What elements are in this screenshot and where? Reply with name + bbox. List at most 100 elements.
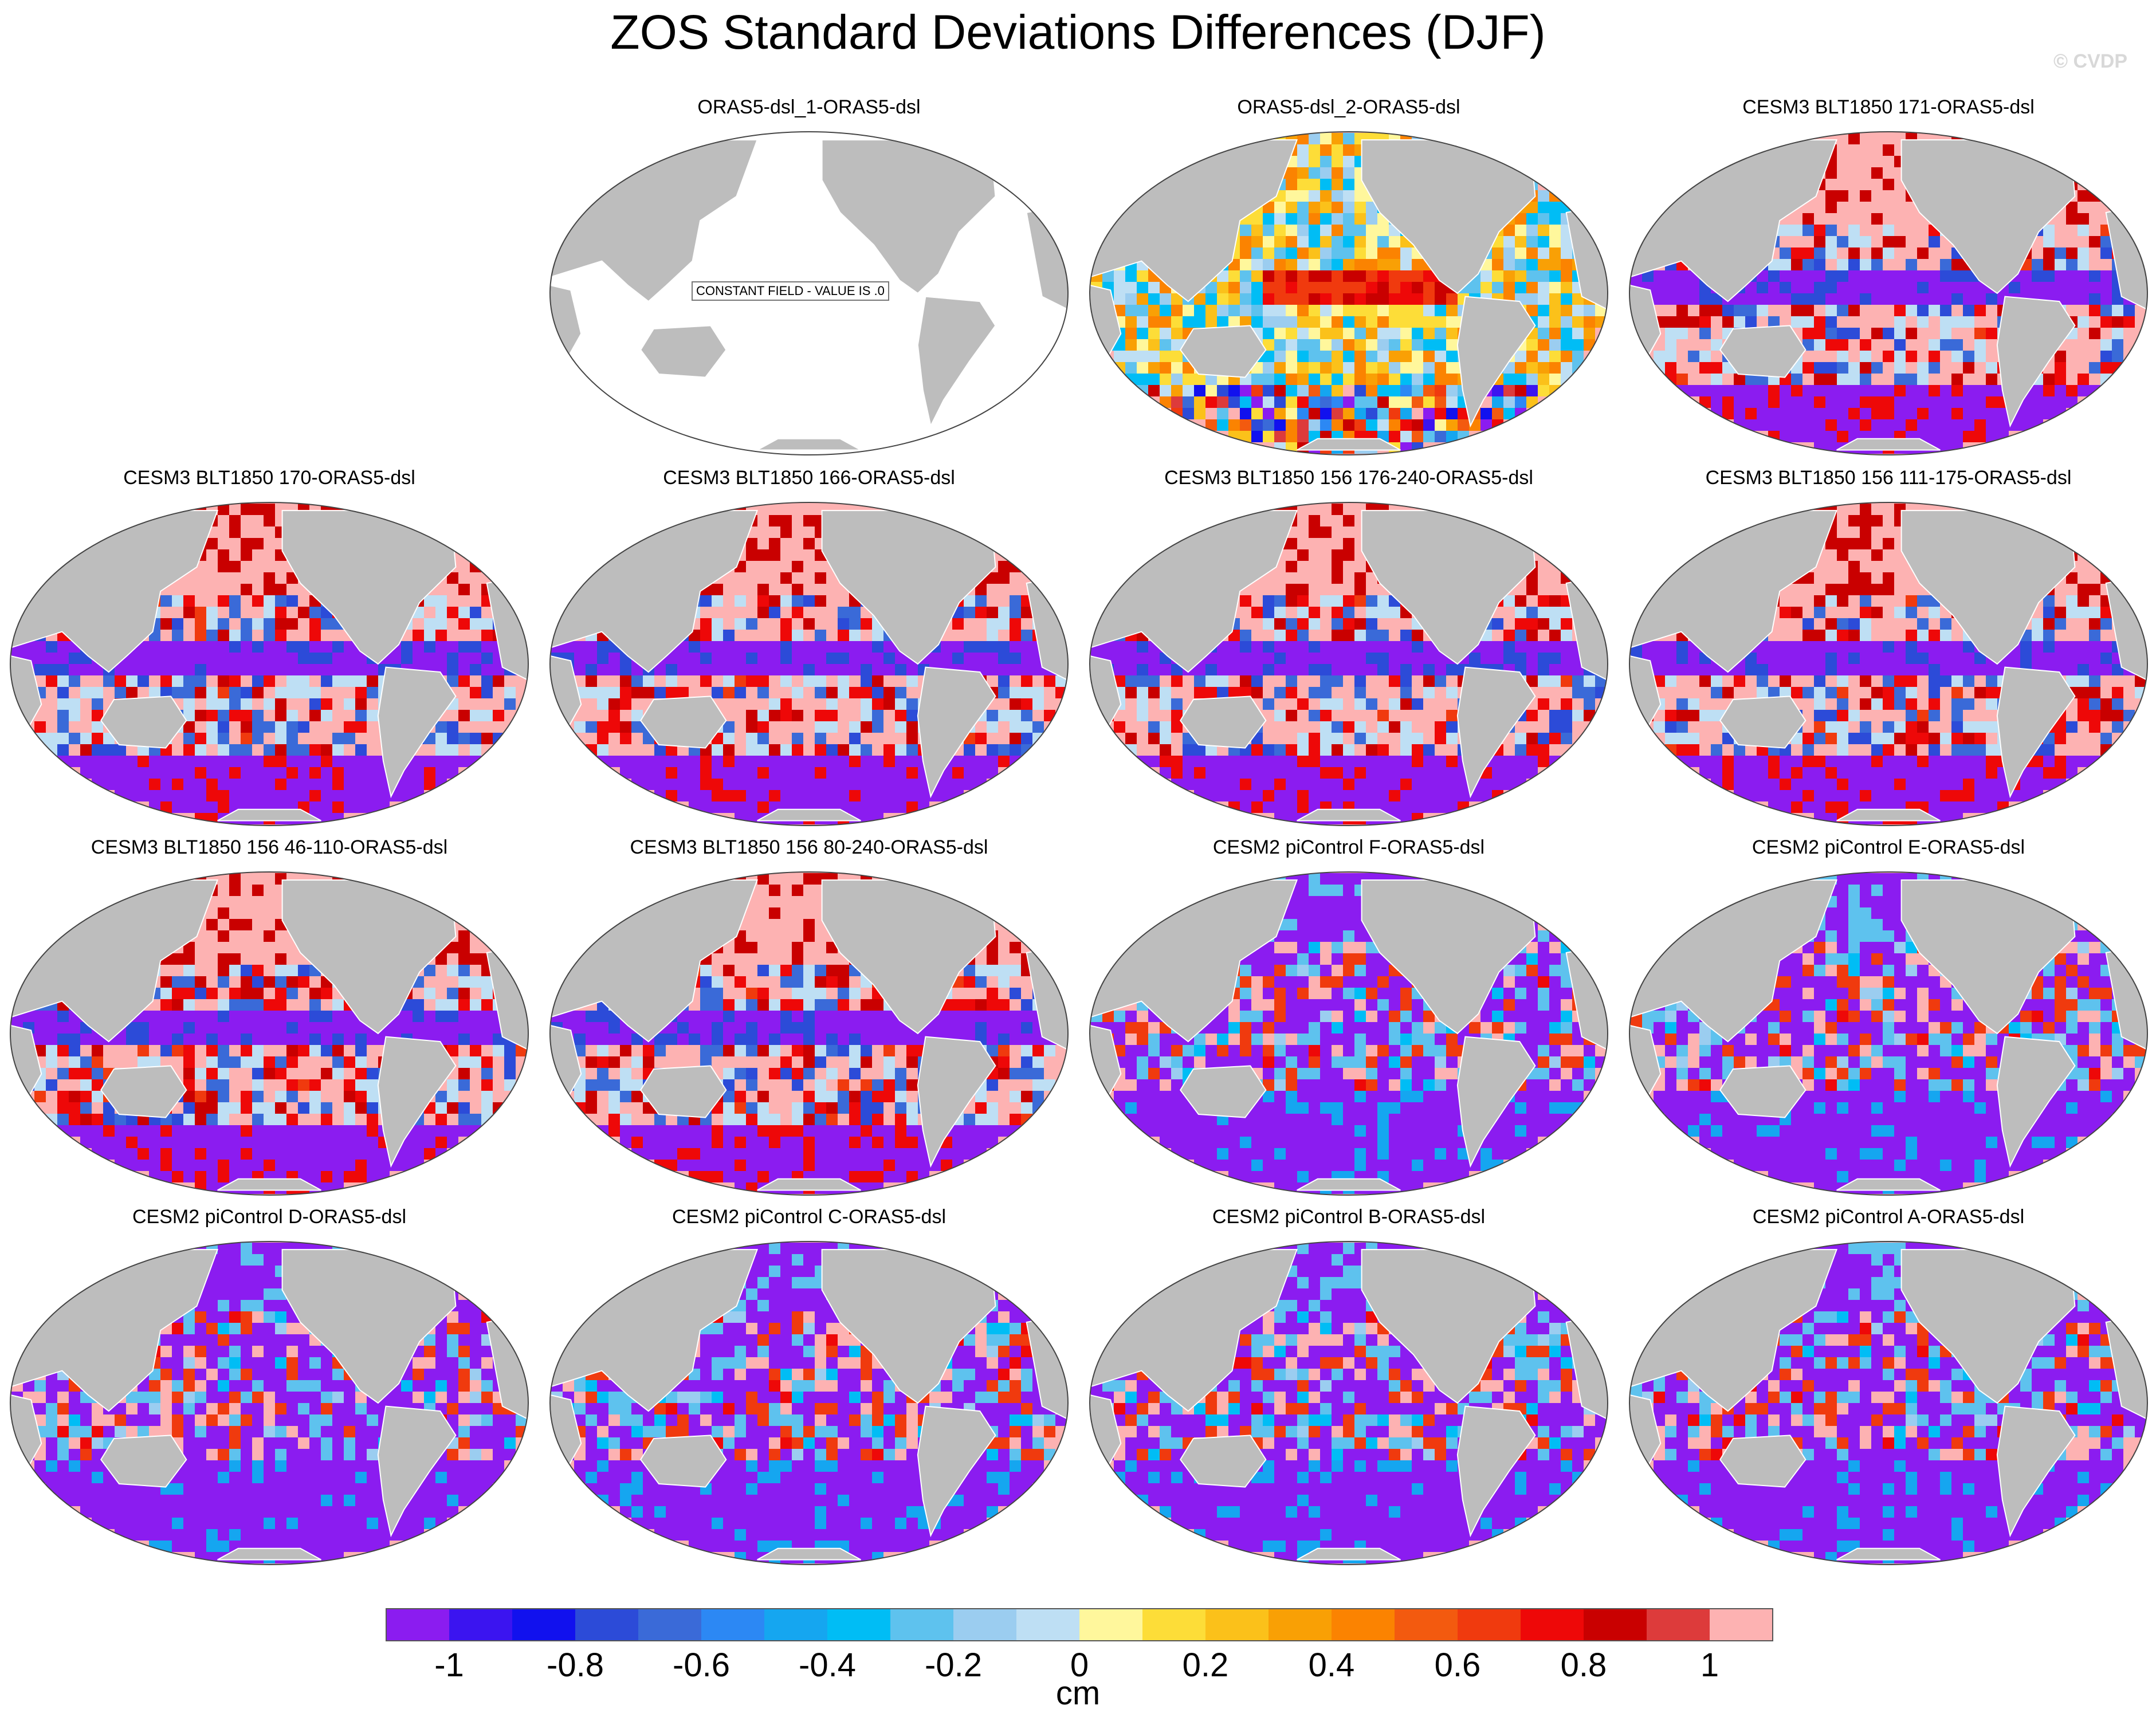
ocean-map	[1089, 1241, 1608, 1565]
map-outline	[10, 871, 529, 1196]
panel-title: CESM3 BLT1850 156 111-175-ORAS5-dsl	[1705, 467, 2072, 489]
colorbar-box	[1332, 1609, 1395, 1641]
colorbar-box	[1016, 1609, 1080, 1641]
land-mass	[1996, 1405, 2076, 1538]
land-mass	[917, 296, 996, 428]
panel-title: CESM2 piControl F-ORAS5-dsl	[1212, 836, 1485, 858]
constant-field-note: CONSTANT FIELD - VALUE IS .0	[692, 281, 889, 301]
map-panel: CESM3 BLT1850 156 46-110-ORAS5-dsl	[0, 836, 539, 1197]
colorbar-box	[1205, 1609, 1269, 1641]
panel-title: CESM3 BLT1850 156 176-240-ORAS5-dsl	[1164, 467, 1533, 489]
map-panel: CESM2 piControl F-ORAS5-dsl	[1079, 836, 1618, 1197]
map-panel: CESM3 BLT1850 166-ORAS5-dsl	[540, 467, 1078, 828]
colorbar-box	[1584, 1609, 1647, 1641]
land-mass	[1297, 808, 1401, 822]
colorbar-tick-label: 0.2	[1183, 1647, 1229, 1684]
map-panel: CESM3 BLT1850 156 111-175-ORAS5-dsl	[1619, 467, 2156, 828]
land-mass	[217, 1547, 321, 1561]
map-outline	[549, 502, 1069, 826]
ocean-map	[549, 131, 1069, 455]
land-mass	[639, 325, 727, 378]
land-mass	[1996, 666, 2076, 799]
land-mass	[1456, 666, 1536, 799]
land-mass	[1297, 1547, 1401, 1561]
map-panel: CESM2 piControl A-ORAS5-dsl	[1619, 1206, 2156, 1567]
colorbar-tick-label: -1	[434, 1647, 464, 1684]
colorbar-box	[1458, 1609, 1521, 1641]
colorbar-tick-label: 0.4	[1309, 1647, 1355, 1684]
colorbar-tick-label: 0.8	[1561, 1647, 1607, 1684]
colorbar-box	[575, 1609, 639, 1641]
map-outline	[1629, 871, 2148, 1196]
land-mass	[639, 695, 727, 749]
panel-title: CESM2 piControl B-ORAS5-dsl	[1212, 1206, 1486, 1228]
panel-title: CESM2 piControl E-ORAS5-dsl	[1751, 836, 2025, 858]
ocean-map	[10, 1241, 529, 1565]
panel-title: ORAS5-dsl_1-ORAS5-dsl	[697, 96, 921, 118]
map-outline	[1629, 1241, 2148, 1565]
land-mass	[1836, 438, 1941, 451]
colorbar-box	[953, 1609, 1017, 1641]
land-mass	[100, 1435, 187, 1488]
land-mass	[1297, 1178, 1401, 1191]
land-mass	[757, 808, 861, 822]
colorbar-tick-label: 1	[1701, 1647, 1719, 1684]
land-mass	[757, 1178, 861, 1191]
land-mass	[1719, 1065, 1807, 1118]
land-mass	[1179, 1435, 1267, 1488]
ocean-map	[549, 1241, 1069, 1565]
ocean-map	[1629, 131, 2148, 455]
land-mass	[1719, 325, 1807, 378]
map-outline	[1089, 1241, 1608, 1565]
land-mass	[1179, 325, 1267, 378]
land-mass	[1836, 1547, 1941, 1561]
map-panel: CESM3 BLT1850 170-ORAS5-dsl	[0, 467, 539, 828]
colorbar-units-label: cm	[1055, 1675, 1101, 1712]
ocean-map	[1089, 131, 1608, 455]
map-panel: CESM2 piControl C-ORAS5-dsl	[540, 1206, 1078, 1567]
map-outline	[1089, 871, 1608, 1196]
colorbar-box	[449, 1609, 513, 1641]
panel-title: ORAS5-dsl_2-ORAS5-dsl	[1237, 96, 1460, 118]
colorbar-box	[827, 1609, 891, 1641]
colorbar-tick-label: 0	[1070, 1647, 1089, 1684]
land-mass	[1456, 1405, 1536, 1538]
land-mass	[377, 1036, 457, 1168]
map-panel: CESM2 piControl B-ORAS5-dsl	[1079, 1206, 1618, 1567]
map-panel: ORAS5-dsl_1-ORAS5-dsl CONSTANT FIELD - VA…	[540, 96, 1078, 457]
ocean-map	[1629, 1241, 2148, 1565]
land-mass	[639, 1065, 727, 1118]
colorbar-box	[638, 1609, 702, 1641]
land-mass	[1836, 808, 1941, 822]
map-panel: ORAS5-dsl_2-ORAS5-dsl	[1079, 96, 1618, 457]
panel-title: CESM3 BLT1850 156 80-240-ORAS5-dsl	[630, 836, 988, 858]
ocean-map	[10, 871, 529, 1196]
map-outline	[1629, 502, 2148, 826]
panel-title: CESM2 piControl D-ORAS5-dsl	[132, 1206, 407, 1228]
colorbar-tick-label: -0.6	[673, 1647, 730, 1684]
panel-title: CESM2 piControl C-ORAS5-dsl	[671, 1206, 947, 1228]
colorbar-tick-label: -0.8	[547, 1647, 604, 1684]
colorbar-tick-label: 0.6	[1435, 1647, 1481, 1684]
colorbar-tick-label: -0.4	[799, 1647, 856, 1684]
land-mass	[1297, 438, 1401, 451]
map-outline	[549, 871, 1069, 1196]
map-outline	[1089, 131, 1608, 455]
colorbar-box	[701, 1609, 765, 1641]
land-mass	[1719, 1435, 1807, 1488]
panel-title: CESM3 BLT1850 156 46-110-ORAS5-dsl	[91, 836, 448, 858]
map-outline	[10, 502, 529, 826]
ocean-map	[1089, 502, 1608, 826]
panel-title: CESM2 piControl A-ORAS5-dsl	[1752, 1206, 2025, 1228]
map-outline	[549, 131, 1069, 455]
panel-title: CESM3 BLT1850 170-ORAS5-dsl	[123, 467, 415, 489]
colorbar-box	[386, 1609, 450, 1641]
copyright-watermark: © CVDP	[2053, 50, 2127, 72]
colorbar-tick-label: -0.2	[925, 1647, 982, 1684]
land-mass	[1179, 695, 1267, 749]
colorbar-box	[890, 1609, 954, 1641]
land-mass	[1719, 695, 1807, 749]
colorbar-border	[386, 1608, 1773, 1641]
colorbar-box	[1142, 1609, 1206, 1641]
